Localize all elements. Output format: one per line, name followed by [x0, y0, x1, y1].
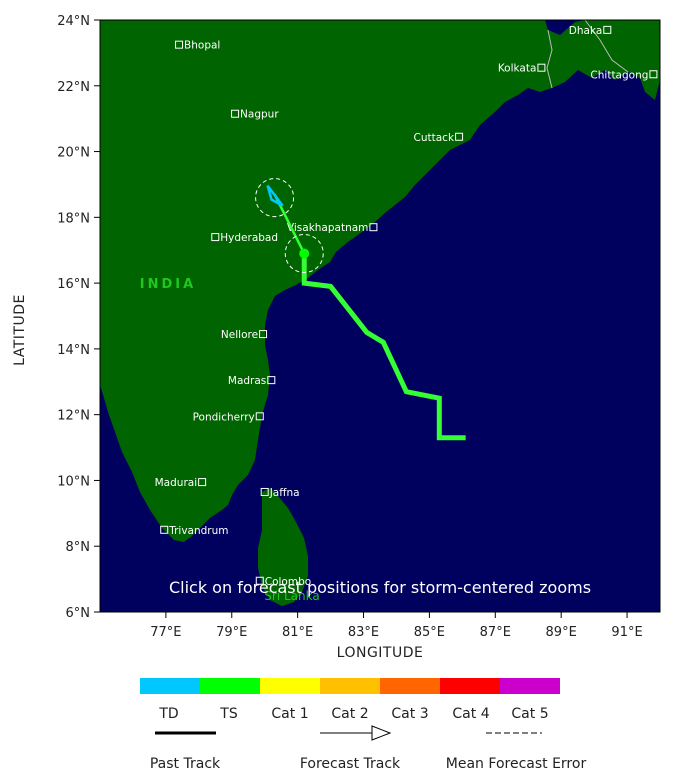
city-label-hyderabad: Hyderabad: [220, 232, 278, 244]
scale-swatch-cat-5: [500, 678, 560, 694]
x-tick-label: 77°E: [150, 625, 181, 640]
city-marker-jaffna[interactable]: [260, 487, 269, 496]
scale-swatch-cat-4: [440, 678, 500, 694]
scale-swatch-ts: [200, 678, 260, 694]
legend-past-track: Past Track: [149, 756, 221, 772]
city-marker-colombo[interactable]: [255, 576, 264, 585]
y-tick-label: 6°N: [66, 606, 91, 621]
city-marker-trivandrum[interactable]: [160, 525, 169, 534]
border-bangladesh: [546, 29, 553, 89]
city-marker-hyderabad[interactable]: [211, 233, 220, 242]
scale-swatch-cat-3: [380, 678, 440, 694]
sri-lanka-landmass: [258, 488, 308, 606]
country-label-sri-lanka: Sri Lanka: [264, 589, 319, 603]
city-label-madurai: Madurai: [155, 477, 197, 489]
forecast-point-ts[interactable]: [299, 248, 310, 259]
city-label-pondicherry: Pondicherry: [193, 411, 255, 423]
x-tick-label: 79°E: [216, 625, 247, 640]
x-tick-label: 87°E: [480, 625, 511, 640]
city-label-colombo: Colombo: [265, 576, 311, 588]
city-label-madras: Madras: [228, 375, 266, 387]
city-marker-bhopal[interactable]: [175, 40, 184, 49]
y-tick-label: 10°N: [57, 474, 90, 489]
city-marker-nellore[interactable]: [259, 330, 268, 339]
scale-label-td: TD: [159, 706, 179, 722]
legend-mean-error: Mean Forecast Error: [445, 756, 587, 772]
city-label-cuttack: Cuttack: [414, 132, 455, 144]
y-tick-label: 20°N: [57, 146, 90, 161]
city-label-chittagong: Chittagong: [590, 69, 648, 81]
country-label-india: INDIA: [140, 277, 196, 292]
city-label-dhaka: Dhaka: [569, 25, 603, 37]
scale-label-ts: TS: [220, 706, 238, 722]
border-east: [584, 19, 629, 73]
scale-swatch-td: [140, 678, 200, 694]
x-tick-label: 83°E: [348, 625, 379, 640]
scale-swatch-cat-1: [260, 678, 320, 694]
scale-label-cat-4: Cat 4: [452, 706, 490, 722]
city-marker-madurai[interactable]: [198, 478, 207, 487]
scale-label-cat-2: Cat 2: [331, 706, 369, 722]
x-tick-label: 89°E: [546, 625, 577, 640]
scale-swatch-cat-2: [320, 678, 380, 694]
y-tick-label: 24°N: [57, 14, 90, 29]
city-marker-chittagong[interactable]: [649, 70, 658, 79]
x-tick-label: 91°E: [611, 625, 642, 640]
storm-track[interactable]: [255, 178, 466, 441]
zoom-hint: Click on forecast positions for storm-ce…: [169, 578, 591, 597]
city-marker-nagpur[interactable]: [231, 109, 240, 118]
y-tick-label: 14°N: [57, 343, 90, 358]
city-label-jaffna: Jaffna: [269, 487, 300, 499]
city-label-trivandrum: Trivandrum: [168, 525, 228, 537]
y-tick-label: 22°N: [57, 80, 90, 95]
scale-label-cat-5: Cat 5: [511, 706, 549, 722]
city-marker-visakhapatnam[interactable]: [369, 223, 378, 232]
intensity-color-scale: [140, 678, 560, 694]
india-landmass: [100, 20, 660, 542]
axis-ticks: 24°N 22°N 20°N 18°N 16°N 14°N 12°N 10°N 8°N 6°N 77…: [57, 14, 642, 640]
city-label-nagpur: Nagpur: [240, 109, 279, 121]
forecast-error-circle[interactable]: [284, 234, 324, 274]
y-tick-label: 18°N: [57, 211, 90, 226]
map-frame: [99, 19, 661, 613]
city-marker-cuttack[interactable]: [455, 132, 464, 141]
y-axis-label: LATITUDE: [12, 294, 28, 366]
city-label-nellore: Nellore: [221, 329, 258, 341]
y-tick-label: 16°N: [57, 277, 90, 292]
x-tick-label: 85°E: [414, 625, 445, 640]
city-markers[interactable]: Bhopal Nagpur Cuttack Kolkata Dhaka Chittagon…: [155, 25, 658, 588]
country-borders: [546, 19, 629, 89]
legend-forecast-track: Forecast Track: [299, 756, 401, 772]
city-marker-pondicherry[interactable]: [255, 412, 264, 421]
city-label-bhopal: Bhopal: [184, 40, 220, 52]
land: [100, 20, 660, 606]
forecast-arrow-icon: [371, 725, 392, 741]
x-axis-label: LONGITUDE: [336, 645, 424, 661]
scale-label-cat-1: Cat 1: [271, 706, 309, 722]
x-tick-label: 81°E: [282, 625, 313, 640]
city-label-kolkata: Kolkata: [498, 63, 537, 75]
y-tick-label: 8°N: [66, 540, 91, 555]
past-track-line: [301, 253, 466, 441]
city-marker-dhaka[interactable]: [603, 25, 612, 34]
scale-label-cat-3: Cat 3: [391, 706, 429, 722]
city-marker-kolkata[interactable]: [537, 63, 546, 72]
city-marker-madras[interactable]: [267, 376, 276, 385]
forecast-error-circle[interactable]: [255, 178, 295, 218]
y-tick-label: 12°N: [57, 409, 90, 424]
forecast-point-td-arrow-icon[interactable]: [266, 184, 284, 207]
storm-track-map[interactable]: 24°N 22°N 20°N 18°N 16°N 14°N 12°N 10°N 8°N 6°N 77…: [0, 0, 700, 640]
city-label-visakhapatnam: Visakhapatnam: [287, 222, 368, 234]
track-legend-symbols: [155, 725, 542, 741]
